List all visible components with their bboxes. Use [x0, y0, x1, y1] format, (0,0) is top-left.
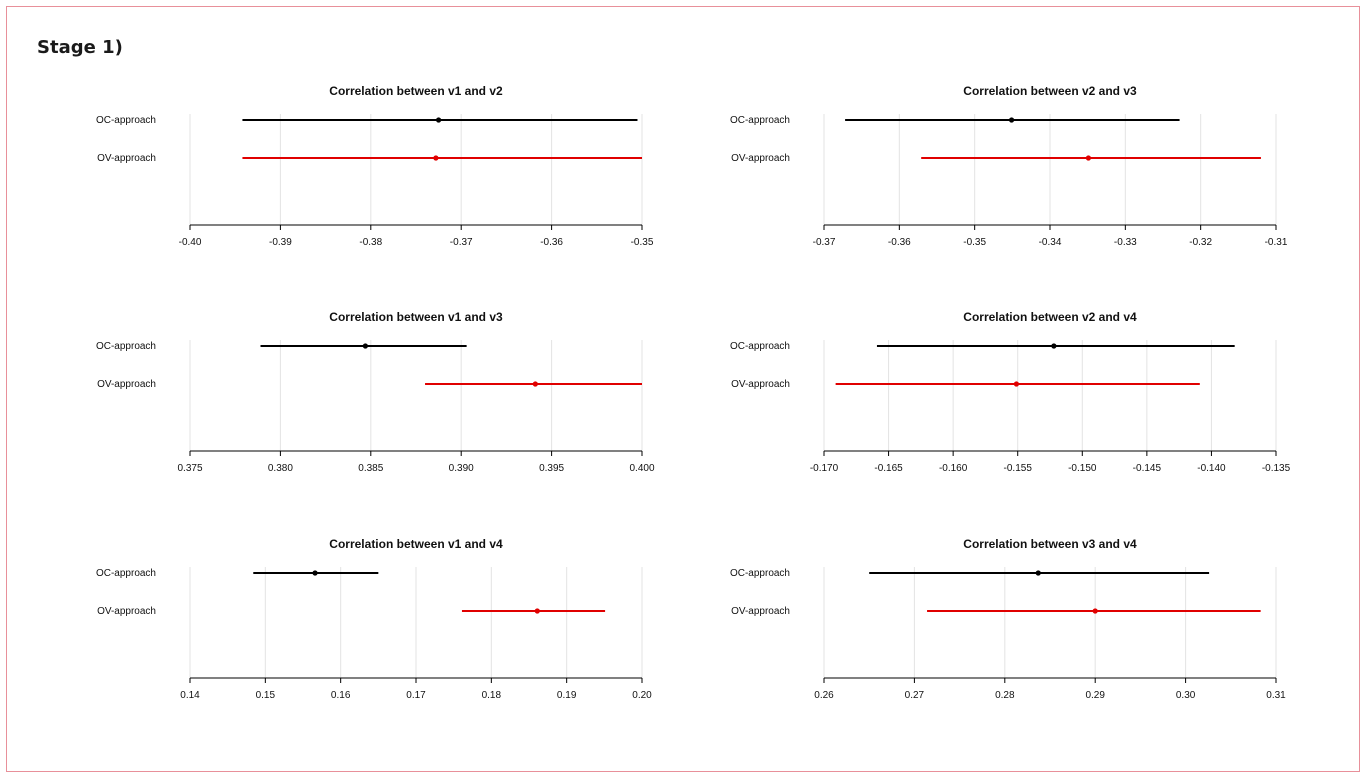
tick-label: 0.375	[177, 463, 202, 474]
estimate-point	[1085, 155, 1092, 161]
forest-plot-3: Correlation between v1 and v3 0.375 0.380 0…	[96, 310, 655, 474]
estimate-point	[362, 343, 368, 349]
tick-label: 0.390	[449, 463, 474, 474]
tick-label: -0.40	[179, 237, 202, 248]
tick-label: 0.26	[814, 690, 834, 701]
row-label: OC-approach	[730, 341, 790, 352]
estimate-point	[312, 570, 318, 576]
forest-plot-5: Correlation between v1 and v4 0.14 0.15 0.1…	[96, 537, 652, 701]
tick-label: -0.35	[963, 237, 986, 248]
chart-title: Correlation between v1 and v4	[329, 537, 503, 551]
row-label: OV-approach	[731, 153, 790, 164]
tick-label: 0.395	[539, 463, 564, 474]
chart-title: Correlation between v1 and v2	[329, 84, 503, 98]
estimate-point	[1013, 381, 1020, 387]
tick-label: -0.140	[1197, 463, 1226, 474]
forest-plot-2: Correlation between v2 and v3 -0.37 -0.36 -…	[730, 84, 1288, 248]
estimate-point	[534, 608, 540, 614]
tick-label: 0.19	[557, 690, 577, 701]
row-label: OC-approach	[96, 115, 156, 126]
estimate-point	[436, 117, 442, 123]
row-label: OC-approach	[96, 568, 156, 579]
row-label: OV-approach	[97, 153, 156, 164]
tick-label: 0.20	[632, 690, 652, 701]
tick-label: 0.28	[995, 690, 1015, 701]
row-label: OV-approach	[731, 379, 790, 390]
estimate-point	[1035, 570, 1041, 576]
stage-heading: Stage 1)	[37, 37, 123, 58]
tick-label: -0.36	[888, 237, 911, 248]
tick-label: -0.160	[939, 463, 968, 474]
tick-label: 0.18	[482, 690, 502, 701]
tick-label: -0.35	[631, 237, 654, 248]
tick-label: 0.385	[358, 463, 383, 474]
tick-label: -0.31	[1265, 237, 1288, 248]
estimate-point	[1092, 608, 1098, 614]
tick-label: 0.31	[1266, 690, 1286, 701]
row-label: OV-approach	[97, 606, 156, 617]
row-label: OV-approach	[97, 379, 156, 390]
figure-frame: Stage 1)	[6, 6, 1360, 772]
tick-label: -0.155	[1004, 463, 1033, 474]
row-label: OC-approach	[730, 568, 790, 579]
row-label: OV-approach	[731, 606, 790, 617]
tick-label: 0.400	[629, 463, 654, 474]
tick-label: -0.36	[540, 237, 563, 248]
tick-label: 0.16	[331, 690, 351, 701]
tick-label: -0.34	[1039, 237, 1062, 248]
tick-label: 0.27	[905, 690, 925, 701]
chart-title: Correlation between v2 and v4	[963, 310, 1137, 324]
forest-plot-1: Correlation between v1 and v2 -0.40 -0.39 -…	[96, 84, 654, 248]
forest-plot-6: Correlation between v3 and v4 0.26 0.27 0.2…	[730, 537, 1286, 701]
tick-label: 0.14	[180, 690, 200, 701]
tick-label: -0.38	[359, 237, 382, 248]
estimate-point	[1008, 117, 1015, 123]
tick-label: 0.15	[256, 690, 276, 701]
tick-label: -0.37	[813, 237, 836, 248]
forest-plot-4: Correlation between v2 and v4 -0.170 -0.16…	[730, 310, 1291, 474]
tick-label: -0.145	[1133, 463, 1162, 474]
tick-label: -0.37	[450, 237, 473, 248]
row-label: OC-approach	[730, 115, 790, 126]
tick-label: -0.33	[1114, 237, 1137, 248]
tick-label: -0.32	[1189, 237, 1212, 248]
tick-label: -0.135	[1262, 463, 1291, 474]
tick-label: -0.150	[1068, 463, 1097, 474]
tick-label: -0.165	[874, 463, 903, 474]
tick-label: 0.29	[1085, 690, 1105, 701]
tick-label: -0.170	[810, 463, 839, 474]
tick-label: -0.39	[269, 237, 292, 248]
chart-title: Correlation between v2 and v3	[963, 84, 1137, 98]
chart-title: Correlation between v1 and v3	[329, 310, 503, 324]
estimate-point	[433, 155, 439, 161]
chart-title: Correlation between v3 and v4	[963, 537, 1137, 551]
estimate-point	[1051, 343, 1057, 349]
tick-label: 0.17	[406, 690, 426, 701]
tick-label: 0.30	[1176, 690, 1196, 701]
row-label: OC-approach	[96, 341, 156, 352]
tick-label: 0.380	[268, 463, 293, 474]
estimate-point	[532, 381, 538, 387]
